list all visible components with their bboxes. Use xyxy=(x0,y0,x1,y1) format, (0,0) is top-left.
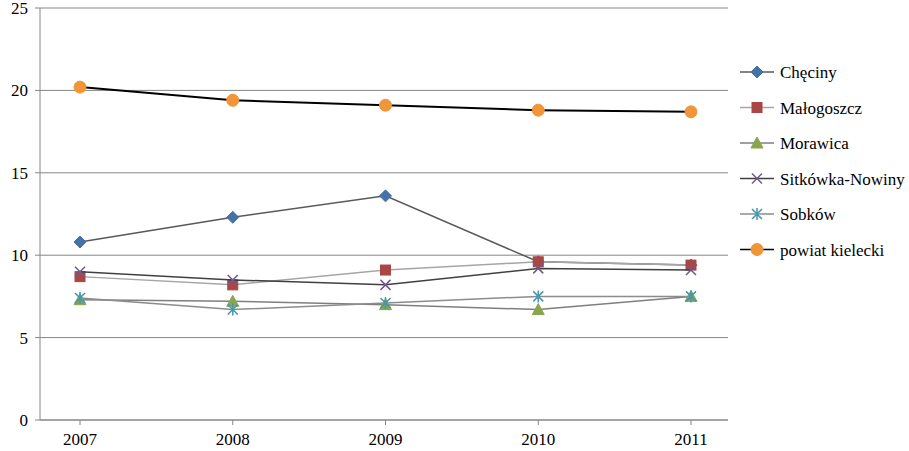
series-line xyxy=(80,196,691,265)
grid-line xyxy=(40,8,728,9)
grid-line xyxy=(40,172,728,173)
marker xyxy=(381,297,391,309)
x-tick-label: 2009 xyxy=(369,430,403,449)
marker xyxy=(75,267,85,277)
legend-label: Małogoszcz xyxy=(780,99,863,118)
marker xyxy=(533,290,543,302)
marker xyxy=(228,304,238,316)
marker xyxy=(380,99,392,111)
marker xyxy=(685,106,697,118)
legend-marker xyxy=(751,244,763,256)
marker xyxy=(227,94,239,106)
marker xyxy=(75,292,85,304)
y-tick-label: 5 xyxy=(20,329,29,348)
marker xyxy=(533,263,543,273)
marker xyxy=(532,304,544,315)
y-tick xyxy=(35,90,40,91)
x-axis xyxy=(40,420,728,421)
x-tick xyxy=(385,420,386,425)
marker xyxy=(228,280,238,290)
marker xyxy=(532,104,544,116)
y-tick-label: 25 xyxy=(11,0,28,18)
legend-marker xyxy=(752,208,762,220)
grid-line xyxy=(40,337,728,338)
marker xyxy=(74,236,86,248)
legend-marker xyxy=(752,174,762,184)
marker xyxy=(686,265,696,275)
series-line xyxy=(80,296,691,309)
marker xyxy=(228,275,238,285)
grid-line xyxy=(40,255,728,256)
legend-label: powiat kielecki xyxy=(780,241,885,260)
y-axis xyxy=(40,8,41,420)
marker xyxy=(686,260,696,270)
marker xyxy=(381,280,391,290)
plot-area xyxy=(74,81,697,315)
x-tick xyxy=(691,420,692,425)
y-tick xyxy=(35,337,40,338)
x-tick-label: 2008 xyxy=(216,430,250,449)
x-tick xyxy=(80,420,81,425)
chart: 0 5 10 15 20 25 2007 2008 2009 2010 2011 Chęciny Mał… xyxy=(0,0,909,451)
x-tick xyxy=(538,420,539,425)
series-line xyxy=(80,262,691,285)
series-line xyxy=(80,296,691,309)
marker xyxy=(227,211,239,223)
y-tick-label: 15 xyxy=(11,164,28,183)
x-tick-label: 2007 xyxy=(63,430,98,449)
x-tick xyxy=(232,420,233,425)
legend: Chęciny Małogoszcz Morawica Sitkówka-Nowiny… xyxy=(740,63,905,260)
legend-marker xyxy=(752,103,762,113)
grid-line xyxy=(40,420,728,421)
y-tick xyxy=(35,8,40,9)
y-tick-label: 20 xyxy=(11,81,28,100)
legend-label: Morawica xyxy=(780,134,849,153)
x-tick-label: 2011 xyxy=(674,430,707,449)
y-tick xyxy=(35,420,40,421)
marker xyxy=(532,256,544,268)
marker xyxy=(686,290,696,302)
marker xyxy=(381,265,391,275)
marker xyxy=(75,272,85,282)
marker xyxy=(74,81,86,93)
series-line xyxy=(80,87,691,112)
grid-line xyxy=(40,90,728,91)
legend-marker xyxy=(751,137,763,148)
x-tick-label: 2010 xyxy=(521,430,555,449)
legend-label: Sitkówka-Nowiny xyxy=(780,170,905,189)
legend-marker xyxy=(751,66,763,78)
y-tick xyxy=(35,255,40,256)
y-tick xyxy=(35,172,40,173)
series-line xyxy=(80,268,691,284)
legend-label: Sobków xyxy=(780,205,836,224)
marker xyxy=(380,190,392,202)
y-tick-label: 10 xyxy=(11,246,28,265)
legend-label: Chęciny xyxy=(780,63,837,82)
y-tick-label: 0 xyxy=(20,411,29,430)
